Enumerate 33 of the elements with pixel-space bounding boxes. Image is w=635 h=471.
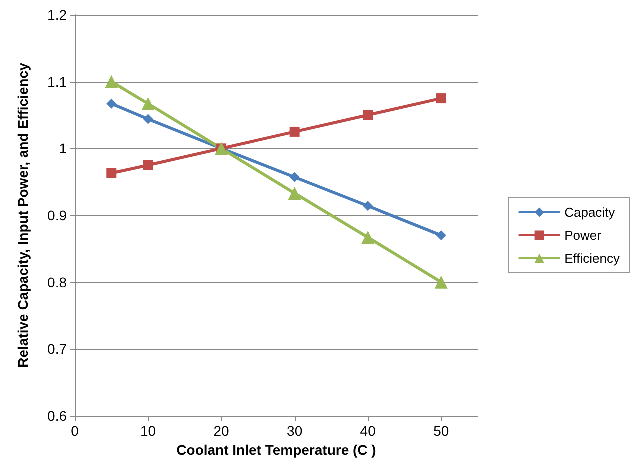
point bbox=[290, 172, 300, 182]
x-tick-label: 40 bbox=[360, 423, 376, 439]
point bbox=[434, 276, 448, 289]
point bbox=[105, 75, 118, 88]
point bbox=[362, 231, 375, 244]
y-tick-label: 0.6 bbox=[48, 408, 68, 424]
legend-label: Power bbox=[564, 228, 602, 243]
point bbox=[363, 201, 374, 212]
point bbox=[106, 98, 117, 109]
x-tick-label: 0 bbox=[71, 423, 80, 439]
y-tick-label: 0.8 bbox=[48, 274, 68, 290]
point bbox=[106, 168, 117, 178]
point bbox=[142, 97, 155, 110]
x-tick-label: 30 bbox=[287, 423, 303, 439]
x-tick-label: 50 bbox=[434, 423, 450, 439]
y-tick-label: 1 bbox=[59, 140, 68, 157]
legend-label: Efficiency bbox=[564, 251, 620, 266]
legend-label: Capacity bbox=[564, 205, 616, 220]
point bbox=[290, 126, 300, 137]
y-tick-label: 1.1 bbox=[48, 74, 68, 90]
point bbox=[288, 186, 302, 200]
x-tick-label: 10 bbox=[140, 423, 156, 439]
x-tick-label: 20 bbox=[214, 423, 230, 439]
point bbox=[363, 110, 374, 120]
point bbox=[436, 94, 446, 104]
y-tick-label: 1.2 bbox=[48, 7, 68, 23]
point bbox=[436, 230, 446, 241]
point bbox=[143, 114, 154, 124]
y-axis-title: Relative Capacity, Input Power, and Efficiency bbox=[15, 62, 31, 368]
y-tick-label: 0.9 bbox=[48, 208, 68, 224]
y-tick-label: 0.7 bbox=[48, 341, 68, 358]
point bbox=[143, 160, 154, 170]
x-axis-title: Coolant Inlet Temperature (C ) bbox=[176, 442, 376, 458]
